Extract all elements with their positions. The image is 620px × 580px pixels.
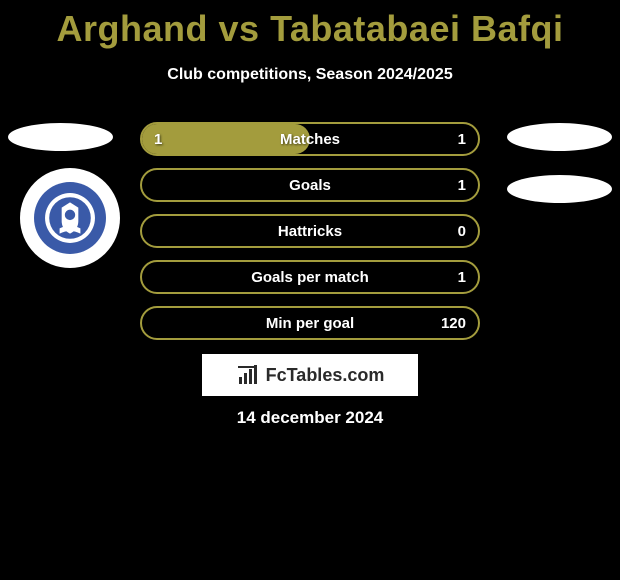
infographic-date: 14 december 2024 (0, 408, 620, 428)
stat-value-right: 120 (441, 315, 466, 332)
stat-label: Goals (142, 177, 478, 194)
chart-bars-icon (236, 363, 260, 387)
player-right-photo-placeholder-2 (507, 175, 612, 203)
stat-label: Matches (142, 131, 478, 148)
page-subtitle: Club competitions, Season 2024/2025 (0, 50, 620, 84)
club-badge-inner (34, 182, 106, 254)
club-crest-icon (44, 192, 96, 244)
stat-row: Goals1 (140, 168, 480, 202)
stat-value-right: 0 (458, 223, 466, 240)
brand-text: FcTables.com (266, 365, 385, 386)
stat-label: Min per goal (142, 315, 478, 332)
brand-watermark[interactable]: FcTables.com (202, 354, 418, 396)
stat-value-right: 1 (458, 131, 466, 148)
stat-value-right: 1 (458, 269, 466, 286)
stat-label: Hattricks (142, 223, 478, 240)
stat-value-right: 1 (458, 177, 466, 194)
stat-row: Hattricks0 (140, 214, 480, 248)
club-badge (20, 168, 120, 268)
stat-label: Goals per match (142, 269, 478, 286)
player-left-photo-placeholder (8, 123, 113, 151)
stat-row: 1Matches1 (140, 122, 480, 156)
stat-row: Goals per match1 (140, 260, 480, 294)
stats-panel: 1Matches1Goals1Hattricks0Goals per match… (140, 122, 480, 352)
page-title: Arghand vs Tabatabaei Bafqi (0, 0, 620, 50)
stat-row: Min per goal120 (140, 306, 480, 340)
player-right-photo-placeholder-1 (507, 123, 612, 151)
